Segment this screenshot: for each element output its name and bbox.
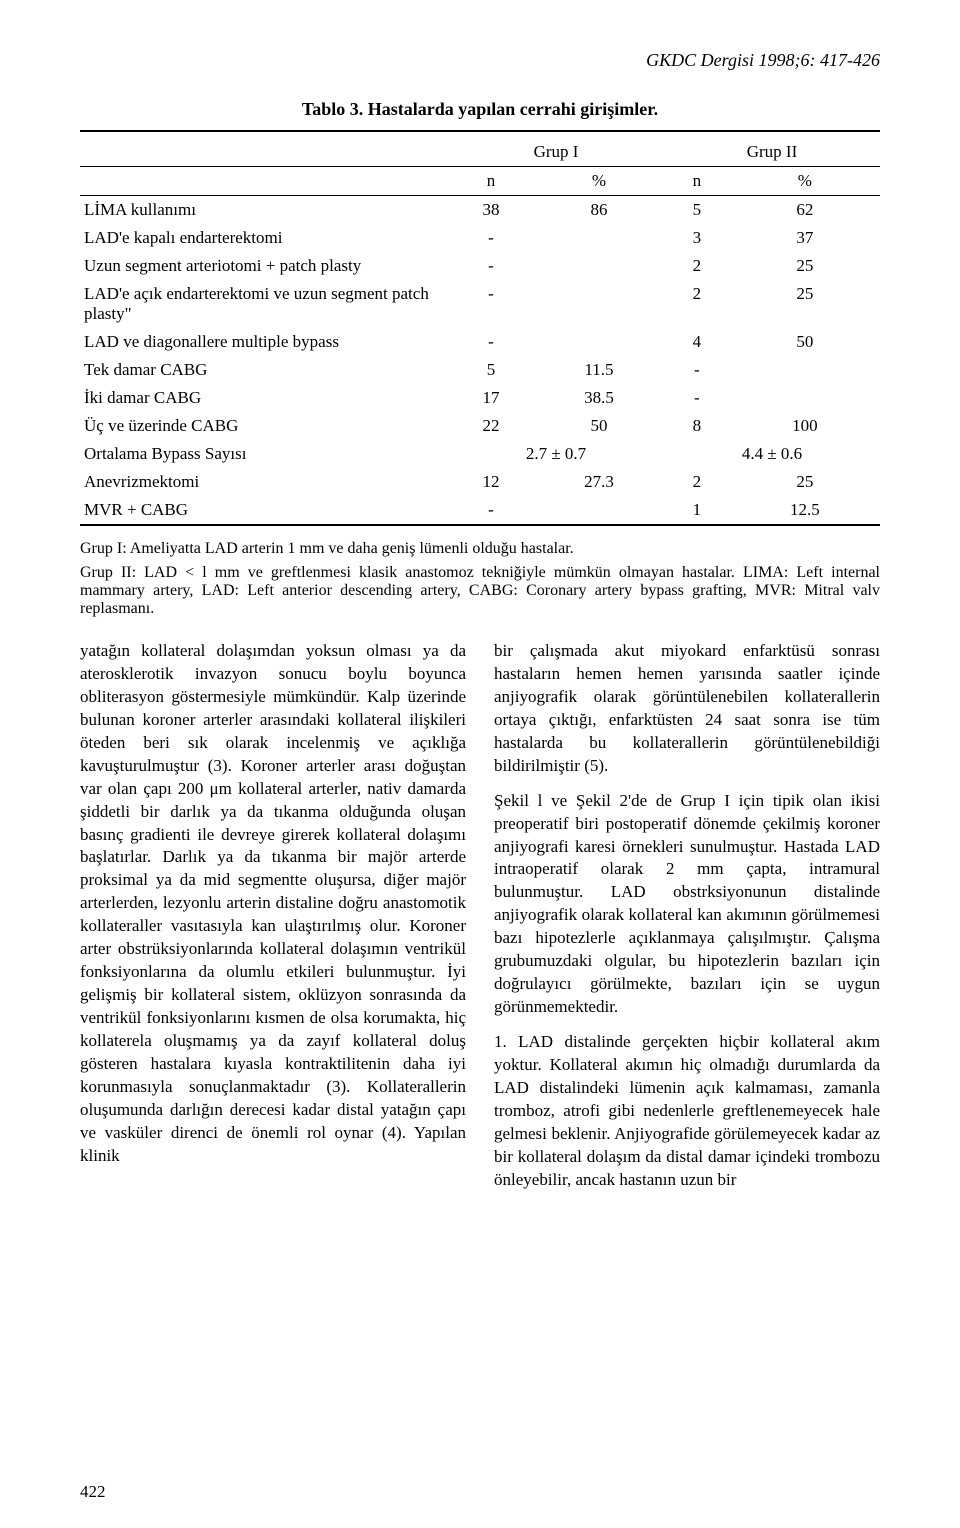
- cell: -: [664, 384, 730, 412]
- cell: 2: [664, 280, 730, 328]
- row-label: İki damar CABG: [80, 384, 448, 412]
- row-label: MVR + CABG: [80, 496, 448, 524]
- right-p1: bir çalışmada akut miyokard enfarktüsü s…: [494, 640, 880, 778]
- journal-reference: GKDC Dergisi 1998;6: 417-426: [80, 50, 880, 71]
- cell: 12.5: [730, 496, 880, 524]
- table-row: İki damar CABG 17 38.5 -: [80, 384, 880, 412]
- table-row: LAD'e kapalı endarterektomi - 3 37: [80, 224, 880, 252]
- table-bottom-rule: [80, 524, 880, 526]
- row-label: Ortalama Bypass Sayısı: [80, 440, 448, 468]
- cell: 8: [664, 412, 730, 440]
- cell: [534, 252, 664, 280]
- cell: 25: [730, 280, 880, 328]
- cell: [534, 224, 664, 252]
- table-row: MVR + CABG - 1 12.5: [80, 496, 880, 524]
- cell: 50: [534, 412, 664, 440]
- right-column: bir çalışmada akut miyokard enfarktüsü s…: [494, 640, 880, 1204]
- col-n-2: n: [664, 167, 730, 195]
- cell: 100: [730, 412, 880, 440]
- cell: 12: [448, 468, 534, 496]
- row-label: Üç ve üzerinde CABG: [80, 412, 448, 440]
- cell: 25: [730, 468, 880, 496]
- cell: 3: [664, 224, 730, 252]
- table-footnotes: Grup I: Ameliyatta LAD arterin 1 mm ve d…: [80, 540, 880, 618]
- row-label: LAD'e kapalı endarterektomi: [80, 224, 448, 252]
- data-table: Grup I Grup II n % n % LİMA kullanımı 38…: [80, 138, 880, 524]
- cell: 50: [730, 328, 880, 356]
- cell: -: [448, 496, 534, 524]
- body-columns: yatağın kollateral dolaşımdan yoksun olm…: [80, 640, 880, 1204]
- table-header-cols: n % n %: [80, 167, 880, 195]
- col-pct-2: %: [730, 167, 880, 195]
- header-group1: Grup I: [448, 138, 664, 166]
- cell: [534, 328, 664, 356]
- cell: 2: [664, 468, 730, 496]
- right-p3: 1. LAD distalinde gerçekten hiçbir kolla…: [494, 1031, 880, 1192]
- row-label: Tek damar CABG: [80, 356, 448, 384]
- right-p2: Şekil l ve Şekil 2'de de Grup I için tip…: [494, 790, 880, 1019]
- cell: -: [448, 280, 534, 328]
- cell: 2: [664, 252, 730, 280]
- cell: [534, 280, 664, 328]
- cell: 5: [448, 356, 534, 384]
- cell: 38: [448, 196, 534, 224]
- cell: -: [448, 224, 534, 252]
- row-label: LAD ve diagonallere multiple bypass: [80, 328, 448, 356]
- header-group2: Grup II: [664, 138, 880, 166]
- table-row: Tek damar CABG 5 11.5 -: [80, 356, 880, 384]
- table-row: Üç ve üzerinde CABG 22 50 8 100: [80, 412, 880, 440]
- cell: 62: [730, 196, 880, 224]
- cell: 5: [664, 196, 730, 224]
- cell: -: [448, 328, 534, 356]
- table-title: Tablo 3. Hastalarda yapılan cerrahi giri…: [80, 99, 880, 120]
- table-row: LAD ve diagonallere multiple bypass - 4 …: [80, 328, 880, 356]
- footnote-2: Grup II: LAD < l mm ve greftlenmesi klas…: [80, 564, 880, 618]
- table-header-groups: Grup I Grup II: [80, 138, 880, 166]
- page-number: 422: [80, 1482, 106, 1502]
- cell: 1: [664, 496, 730, 524]
- cell: 4: [664, 328, 730, 356]
- left-column: yatağın kollateral dolaşımdan yoksun olm…: [80, 640, 466, 1204]
- cell: 86: [534, 196, 664, 224]
- cell: [730, 384, 880, 412]
- cell: 17: [448, 384, 534, 412]
- row-label: Anevrizmektomi: [80, 468, 448, 496]
- cell: 25: [730, 252, 880, 280]
- cell: [730, 356, 880, 384]
- table-row: Uzun segment arteriotomi + patch plasty …: [80, 252, 880, 280]
- footnote-1: Grup I: Ameliyatta LAD arterin 1 mm ve d…: [80, 540, 880, 558]
- cell: 22: [448, 412, 534, 440]
- col-n-1: n: [448, 167, 534, 195]
- row-label: LİMA kullanımı: [80, 196, 448, 224]
- table-row: LAD'e açık endarterektomi ve uzun segmen…: [80, 280, 880, 328]
- table-row: Ortalama Bypass Sayısı 2.7 ± 0.7 4.4 ± 0…: [80, 440, 880, 468]
- left-p1: yatağın kollateral dolaşımdan yoksun olm…: [80, 640, 466, 1168]
- col-pct-1: %: [534, 167, 664, 195]
- cell: -: [448, 252, 534, 280]
- table-row: Anevrizmektomi 12 27.3 2 25: [80, 468, 880, 496]
- cell: 27.3: [534, 468, 664, 496]
- cell: 2.7 ± 0.7: [448, 440, 664, 468]
- page: GKDC Dergisi 1998;6: 417-426 Tablo 3. Ha…: [0, 0, 960, 1528]
- cell: 4.4 ± 0.6: [664, 440, 880, 468]
- cell: -: [664, 356, 730, 384]
- table-top-rule: [80, 130, 880, 132]
- cell: 38.5: [534, 384, 664, 412]
- row-label: Uzun segment arteriotomi + patch plasty: [80, 252, 448, 280]
- cell: [534, 496, 664, 524]
- row-label: LAD'e açık endarterektomi ve uzun segmen…: [80, 280, 448, 328]
- cell: 37: [730, 224, 880, 252]
- cell: 11.5: [534, 356, 664, 384]
- table-row: LİMA kullanımı 38 86 5 62: [80, 196, 880, 224]
